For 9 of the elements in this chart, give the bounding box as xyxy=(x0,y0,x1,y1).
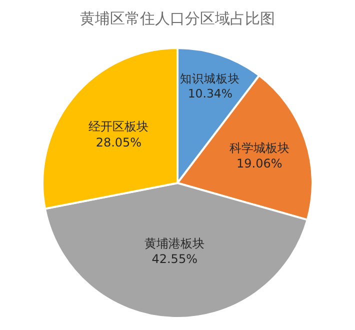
slice-label: 知识城板块 xyxy=(180,71,240,86)
chart-title: 黄埔区常住人口分区域占比图 xyxy=(80,10,275,28)
slice-label: 科学城板块 xyxy=(229,140,290,155)
data-label: 42.55% xyxy=(152,252,198,266)
data-label: 28.05% xyxy=(96,135,142,150)
data-label: 10.34% xyxy=(188,86,232,101)
slice-label: 黄埔港板块 xyxy=(144,236,205,251)
slice-label: 经开区板块 xyxy=(88,120,149,134)
data-label: 19.06% xyxy=(236,156,282,170)
